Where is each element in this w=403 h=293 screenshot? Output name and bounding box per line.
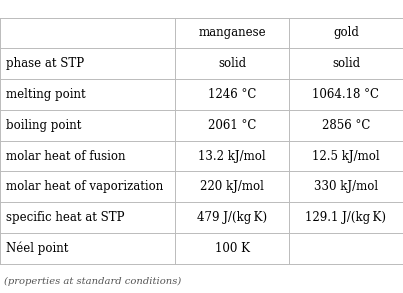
Text: specific heat at STP: specific heat at STP: [6, 211, 125, 224]
Text: 220 kJ/mol: 220 kJ/mol: [200, 180, 264, 193]
Text: boiling point: boiling point: [6, 119, 81, 132]
Text: 13.2 kJ/mol: 13.2 kJ/mol: [198, 149, 266, 163]
Text: gold: gold: [333, 26, 359, 40]
Text: molar heat of vaporization: molar heat of vaporization: [6, 180, 163, 193]
Text: Néel point: Néel point: [6, 241, 69, 255]
Text: phase at STP: phase at STP: [6, 57, 84, 70]
Text: manganese: manganese: [198, 26, 266, 40]
Text: molar heat of fusion: molar heat of fusion: [6, 149, 126, 163]
Text: 1246 °C: 1246 °C: [208, 88, 256, 101]
Text: 479 J/(kg K): 479 J/(kg K): [197, 211, 267, 224]
Text: 2856 °C: 2856 °C: [322, 119, 370, 132]
Text: (properties at standard conditions): (properties at standard conditions): [4, 277, 181, 286]
Text: 2061 °C: 2061 °C: [208, 119, 256, 132]
Text: 1064.18 °C: 1064.18 °C: [312, 88, 380, 101]
Text: melting point: melting point: [6, 88, 86, 101]
Text: solid: solid: [218, 57, 246, 70]
Text: solid: solid: [332, 57, 360, 70]
Text: 129.1 J/(kg K): 129.1 J/(kg K): [305, 211, 386, 224]
Text: 100 K: 100 K: [215, 242, 249, 255]
Text: 330 kJ/mol: 330 kJ/mol: [314, 180, 378, 193]
Text: 12.5 kJ/mol: 12.5 kJ/mol: [312, 149, 380, 163]
